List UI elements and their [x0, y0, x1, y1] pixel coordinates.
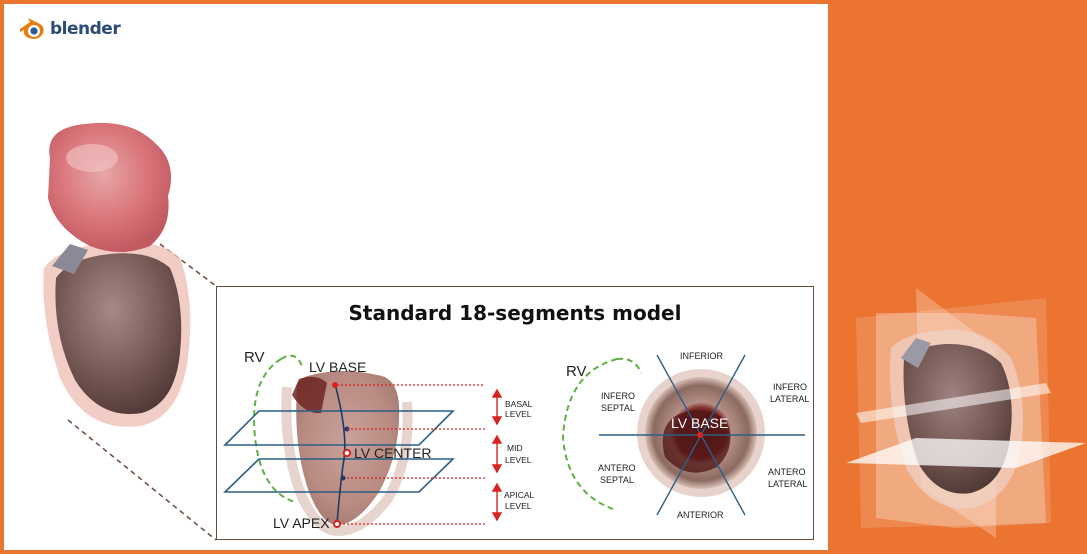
lv-base-center-point — [697, 432, 703, 438]
apical-plane — [223, 458, 455, 493]
lv-center-point — [342, 448, 352, 458]
short-axis-diagram: RV LV BASE INFERIOR INFERO LATERAL ANTER… — [561, 351, 809, 520]
segment-antero-lateral-line1: ANTERO — [768, 467, 806, 477]
blender-logo-icon — [20, 18, 44, 39]
segment-anterior: ANTERIOR — [677, 510, 724, 520]
mid-level-label-line1: MID — [507, 443, 523, 453]
apical-level-label-line1: APICAL — [504, 490, 535, 500]
inset-title: Standard 18-segments model — [348, 301, 682, 325]
lv-long-axis — [334, 383, 346, 525]
long-axis-diagram: RV LV BASE LV CENTER LV APEX — [223, 349, 535, 536]
lv-base-opening — [292, 376, 327, 414]
apical-level-label-line2: LEVEL — [505, 501, 532, 511]
segments-diagram: RV LV BASE LV CENTER LV APEX — [223, 349, 809, 536]
segment-infero-septal-line1: INFERO — [601, 391, 635, 401]
mid-level-label-line2: LEVEL — [505, 455, 532, 465]
heart-3d-planes-render — [846, 288, 1086, 538]
lv-base-label-right: LV BASE — [671, 415, 728, 431]
rv-label-left: RV — [244, 349, 265, 366]
heart-3d-render-left — [43, 122, 191, 427]
lv-center-label: LV CENTER — [354, 445, 432, 461]
lv-base-label-left: LV BASE — [309, 359, 366, 375]
segment-infero-septal-line2: SEPTAL — [601, 403, 635, 413]
segment-antero-septal-line1: ANTERO — [598, 463, 636, 473]
segment-infero-lateral-line2: LATERAL — [770, 394, 809, 404]
segment-antero-lateral-line2: LATERAL — [768, 479, 807, 489]
segment-antero-septal-line2: SEPTAL — [600, 475, 634, 485]
segments-model-inset: Standard 18-segments model RV — [216, 286, 814, 540]
lv-apex-label: LV APEX — [273, 515, 330, 531]
rv-outline-left — [253, 358, 296, 503]
level-arrows — [491, 388, 503, 522]
rv-label-right: RV — [566, 363, 587, 380]
rv-outline-right — [561, 358, 618, 510]
segment-inferior: INFERIOR — [680, 351, 724, 361]
blender-logo: blender — [18, 16, 121, 42]
basal-level-label-line2: LEVEL — [505, 409, 532, 419]
lv-base-point — [332, 382, 338, 388]
segment-infero-lateral-line1: INFERO — [773, 382, 807, 392]
basal-plane — [223, 410, 455, 446]
blender-logo-text: blender — [50, 19, 121, 39]
basal-level-label-line1: BASAL — [505, 399, 533, 409]
lv-body — [296, 371, 400, 525]
